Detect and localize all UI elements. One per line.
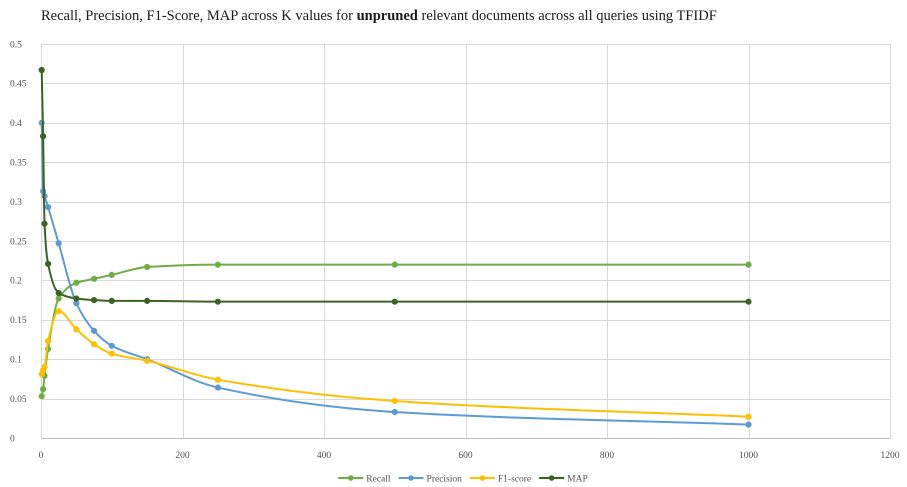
- map-point: [44, 260, 52, 267]
- y-tick-label: 0.45: [10, 80, 27, 90]
- precision-point: [44, 204, 52, 211]
- y-tick-label: 0.3: [10, 198, 22, 208]
- map-point: [41, 220, 48, 227]
- f1-score-series: [38, 308, 752, 420]
- y-tick-label: 0.15: [10, 316, 27, 326]
- chart-title-part: relevant documents across all queries us…: [417, 8, 717, 24]
- recall-series: [38, 261, 752, 400]
- f1-score-point: [73, 326, 80, 333]
- recall-point: [55, 295, 62, 302]
- legend: Recall Precision F1-score MAP: [338, 474, 588, 484]
- chart-title-emphasis: unpruned: [356, 8, 418, 24]
- y-tick-label: 0.05: [10, 395, 27, 405]
- precision-point: [55, 240, 62, 247]
- precision-point: [90, 327, 98, 334]
- x-tick-label: 200: [175, 451, 190, 461]
- f1-score-point: [745, 413, 752, 420]
- chart-title: Recall, Precision, F1-Score, MAP across …: [41, 8, 717, 24]
- y-tick-label: 0.4: [10, 119, 22, 129]
- legend-label: F1-score: [498, 474, 531, 484]
- recall-point: [214, 261, 221, 268]
- map-point: [38, 66, 45, 74]
- map-point: [55, 289, 62, 297]
- legend-item-map: MAP: [539, 474, 588, 484]
- legend-item-precision: Precision: [398, 474, 463, 484]
- recall-line: [40, 263, 750, 398]
- map-point: [90, 297, 98, 304]
- legend-marker: [479, 475, 486, 481]
- recall-point: [90, 275, 98, 282]
- y-tick-label: 0.35: [10, 159, 27, 169]
- legend-label: MAP: [567, 474, 588, 484]
- f1-score-point: [214, 376, 221, 383]
- precision-point: [745, 421, 752, 428]
- map-point: [40, 133, 47, 140]
- x-tick-label: 0: [39, 451, 44, 461]
- plot-series: [38, 66, 752, 428]
- chart-title-part: Recall, Precision, F1-Score, MAP across …: [41, 8, 357, 24]
- recall-point: [40, 386, 47, 393]
- map-point: [745, 298, 752, 305]
- f1-score-point: [391, 397, 398, 405]
- legend-marker: [548, 475, 555, 481]
- f1-score-point: [41, 363, 48, 371]
- map-series: [38, 66, 752, 305]
- x-tick-label: 400: [317, 451, 332, 461]
- legend-label: Recall: [366, 474, 391, 484]
- legend-marker: [408, 475, 414, 481]
- map-point: [214, 298, 221, 305]
- gridlines: [41, 44, 891, 438]
- y-tick-label: 0.5: [10, 40, 22, 50]
- map-point: [73, 295, 80, 302]
- recall-point: [745, 261, 752, 268]
- precision-line: [40, 121, 750, 426]
- precision-series: [38, 119, 752, 428]
- precision-point: [391, 408, 398, 416]
- y-axis-tick-labels: 0 0.05 0.1 0.15 0.2 0.25 0.3 0.35 0.4 0.45 0.5: [10, 40, 27, 444]
- recall-point: [108, 271, 115, 278]
- legend-item-recall: Recall: [338, 474, 391, 484]
- legend-label: Precision: [427, 474, 463, 484]
- f1-score-point: [44, 337, 52, 345]
- y-tick-label: 0.1: [10, 356, 22, 366]
- f1-score-point: [144, 357, 151, 364]
- y-tick-label: 0.25: [10, 237, 27, 247]
- y-tick-label: 0.2: [10, 277, 22, 287]
- x-axis-tick-labels: 0 200 400 600 800 1000 1200: [39, 451, 900, 461]
- precision-point: [108, 342, 115, 349]
- recall-point: [38, 393, 45, 400]
- f1-score-point: [90, 341, 98, 348]
- legend-marker: [347, 475, 354, 481]
- f1-score-point: [108, 350, 115, 357]
- recall-point: [144, 263, 151, 271]
- recall-point: [73, 279, 80, 286]
- map-point: [144, 297, 151, 304]
- map-point: [108, 297, 115, 304]
- x-tick-label: 600: [458, 451, 473, 461]
- x-tick-label: 1200: [881, 451, 900, 461]
- precision-point: [214, 384, 221, 391]
- y-tick-label: 0: [10, 434, 15, 444]
- legend-item-f1-score: F1-score: [469, 474, 531, 484]
- f1-score-point: [55, 308, 62, 315]
- x-tick-label: 1000: [739, 451, 758, 461]
- x-tick-label: 800: [600, 451, 615, 461]
- map-point: [391, 298, 398, 305]
- recall-point: [391, 261, 398, 268]
